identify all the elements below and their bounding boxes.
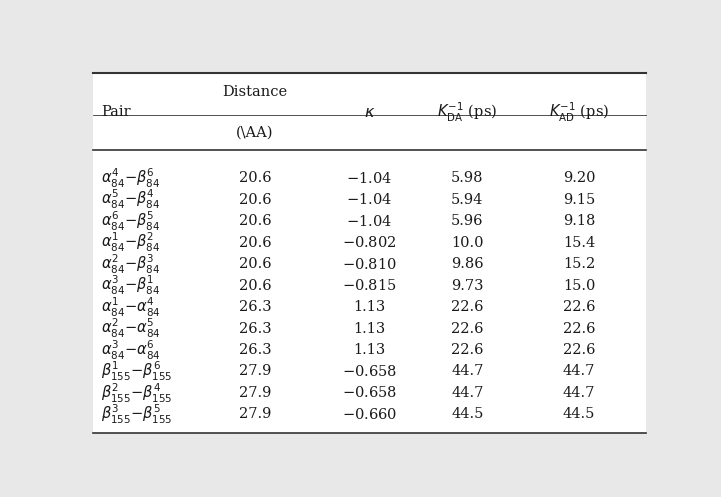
Text: $-$1.04: $-$1.04 <box>347 192 392 207</box>
Text: 20.6: 20.6 <box>239 214 271 228</box>
Text: $-$1.04: $-$1.04 <box>347 214 392 229</box>
Text: Distance: Distance <box>222 85 288 99</box>
Text: 26.3: 26.3 <box>239 322 271 335</box>
Text: $\alpha_{84}^{5}{-}\beta_{84}^{4}$: $\alpha_{84}^{5}{-}\beta_{84}^{4}$ <box>101 188 161 211</box>
Text: $-$0.658: $-$0.658 <box>342 364 397 379</box>
Text: 5.98: 5.98 <box>451 171 484 185</box>
Text: $-$0.660: $-$0.660 <box>342 407 397 422</box>
Text: 20.6: 20.6 <box>239 279 271 293</box>
Text: $\alpha_{84}^{1}{-}\beta_{84}^{2}$: $\alpha_{84}^{1}{-}\beta_{84}^{2}$ <box>101 231 161 254</box>
Text: 10.0: 10.0 <box>451 236 484 249</box>
Text: 5.94: 5.94 <box>451 193 484 207</box>
Text: 9.86: 9.86 <box>451 257 484 271</box>
Text: 27.9: 27.9 <box>239 386 271 400</box>
Text: $-$0.802: $-$0.802 <box>342 235 397 250</box>
Text: 44.7: 44.7 <box>451 386 484 400</box>
Text: 22.6: 22.6 <box>451 322 484 335</box>
Text: 9.73: 9.73 <box>451 279 484 293</box>
Text: $\beta_{155}^{2}{-}\beta_{155}^{4}$: $\beta_{155}^{2}{-}\beta_{155}^{4}$ <box>101 381 173 405</box>
Text: $\alpha_{84}^{2}{-}\beta_{84}^{3}$: $\alpha_{84}^{2}{-}\beta_{84}^{3}$ <box>101 252 161 276</box>
Text: 22.6: 22.6 <box>563 322 596 335</box>
Text: (\AA): (\AA) <box>236 125 274 139</box>
Text: 22.6: 22.6 <box>451 300 484 314</box>
Text: $\kappa$: $\kappa$ <box>364 103 375 121</box>
Text: $\alpha_{84}^{3}{-}\alpha_{84}^{6}$: $\alpha_{84}^{3}{-}\alpha_{84}^{6}$ <box>101 338 161 362</box>
Text: 27.9: 27.9 <box>239 408 271 421</box>
Text: $-$1.04: $-$1.04 <box>347 171 392 186</box>
Text: 15.0: 15.0 <box>563 279 596 293</box>
Text: $\alpha_{84}^{3}{-}\beta_{84}^{1}$: $\alpha_{84}^{3}{-}\beta_{84}^{1}$ <box>101 274 161 297</box>
Text: 5.96: 5.96 <box>451 214 484 228</box>
Text: $-$0.810: $-$0.810 <box>342 256 397 272</box>
Text: 9.18: 9.18 <box>563 214 596 228</box>
Text: $\alpha_{84}^{2}{-}\alpha_{84}^{5}$: $\alpha_{84}^{2}{-}\alpha_{84}^{5}$ <box>101 317 161 340</box>
Text: 15.2: 15.2 <box>563 257 595 271</box>
Text: 1.13: 1.13 <box>353 322 386 335</box>
Text: Pair: Pair <box>101 105 131 119</box>
Text: 15.4: 15.4 <box>563 236 595 249</box>
Text: $\alpha_{84}^{6}{-}\beta_{84}^{5}$: $\alpha_{84}^{6}{-}\beta_{84}^{5}$ <box>101 210 161 233</box>
Text: 20.6: 20.6 <box>239 257 271 271</box>
Text: 1.13: 1.13 <box>353 300 386 314</box>
FancyBboxPatch shape <box>93 73 646 433</box>
Text: 44.7: 44.7 <box>451 364 484 378</box>
Text: 44.7: 44.7 <box>563 386 596 400</box>
Text: 22.6: 22.6 <box>563 300 596 314</box>
Text: 20.6: 20.6 <box>239 193 271 207</box>
Text: 27.9: 27.9 <box>239 364 271 378</box>
Text: 22.6: 22.6 <box>563 343 596 357</box>
Text: 1.13: 1.13 <box>353 343 386 357</box>
Text: 26.3: 26.3 <box>239 343 271 357</box>
Text: 20.6: 20.6 <box>239 236 271 249</box>
Text: $\beta_{155}^{3}{-}\beta_{155}^{5}$: $\beta_{155}^{3}{-}\beta_{155}^{5}$ <box>101 403 173 426</box>
Text: $K_{\mathrm{DA}}^{-1}$ (ps): $K_{\mathrm{DA}}^{-1}$ (ps) <box>437 100 497 124</box>
Text: 26.3: 26.3 <box>239 300 271 314</box>
Text: $K_{\mathrm{AD}}^{-1}$ (ps): $K_{\mathrm{AD}}^{-1}$ (ps) <box>549 100 609 124</box>
Text: 44.5: 44.5 <box>451 408 484 421</box>
Text: $\alpha_{84}^{4}{-}\beta_{84}^{6}$: $\alpha_{84}^{4}{-}\beta_{84}^{6}$ <box>101 166 161 190</box>
Text: 44.5: 44.5 <box>563 408 596 421</box>
Text: $\alpha_{84}^{1}{-}\alpha_{84}^{4}$: $\alpha_{84}^{1}{-}\alpha_{84}^{4}$ <box>101 295 161 319</box>
Text: $\beta_{155}^{1}{-}\beta_{155}^{6}$: $\beta_{155}^{1}{-}\beta_{155}^{6}$ <box>101 360 173 383</box>
Text: 9.20: 9.20 <box>563 171 596 185</box>
Text: 22.6: 22.6 <box>451 343 484 357</box>
Text: $-$0.658: $-$0.658 <box>342 385 397 401</box>
Text: 20.6: 20.6 <box>239 171 271 185</box>
Text: 44.7: 44.7 <box>563 364 596 378</box>
Text: $-$0.815: $-$0.815 <box>342 278 397 293</box>
Text: 9.15: 9.15 <box>563 193 595 207</box>
